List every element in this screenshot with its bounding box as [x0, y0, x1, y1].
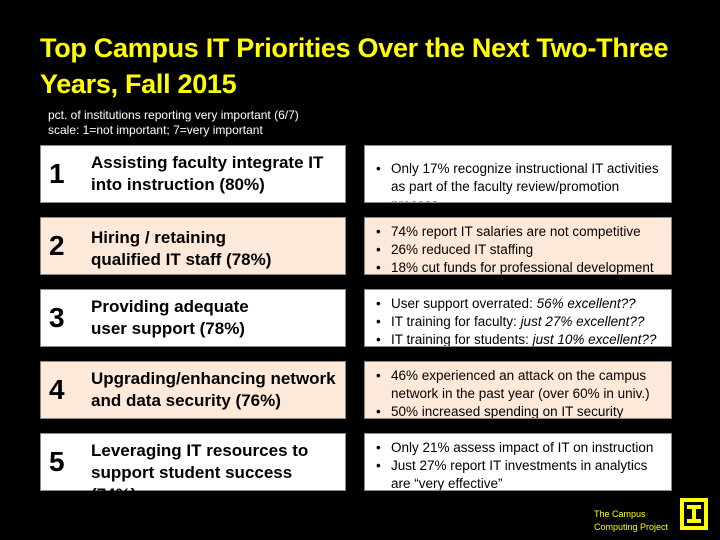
- detail-item: 26% reduced IT staffing: [375, 241, 667, 259]
- priority-label-line: Upgrading/enhancing network: [91, 369, 336, 388]
- priority-detail-box: 74% report IT salaries are not competiti…: [364, 217, 672, 275]
- detail-text: IT training for students:: [391, 332, 533, 347]
- priority-label-line: Leveraging IT resources to: [91, 441, 309, 460]
- detail-emphasis: just 10% excellent??: [532, 332, 657, 347]
- subtitle-line: pct. of institutions reporting very impo…: [48, 108, 299, 122]
- detail-item: 46% experienced an attack on the campus …: [375, 367, 667, 403]
- detail-text: User support overrated:: [391, 296, 537, 311]
- detail-emphasis: just 27% excellent??: [520, 314, 645, 329]
- detail-emphasis: 56% excellent??: [536, 296, 636, 311]
- priority-label-line: Hiring / retaining: [91, 228, 227, 247]
- priority-label-line: Assisting faculty integrate IT: [91, 153, 324, 172]
- priority-label: Leveraging IT resources to support stude…: [91, 440, 341, 506]
- detail-item: IT training for faculty: just 27% excell…: [375, 313, 667, 331]
- detail-item: IT training for students: just 10% excel…: [375, 331, 667, 347]
- priority-detail-box: Only 17% recognize instructional IT acti…: [364, 145, 672, 203]
- slide-title: Top Campus IT Priorities Over the Next T…: [40, 33, 669, 99]
- campus-computing-logo-icon: [680, 498, 708, 530]
- detail-item: Only 21% assess impact of IT on instruct…: [375, 439, 667, 457]
- priority-label-line: Providing adequate: [91, 297, 249, 316]
- priority-label: Upgrading/enhancing network and data sec…: [91, 368, 341, 412]
- detail-list: Only 17% recognize instructional IT acti…: [365, 146, 671, 202]
- priority-label: Providing adequate user support (78%): [91, 296, 341, 340]
- priority-label-box: 2 Hiring / retaining qualified IT staff …: [40, 217, 346, 275]
- priority-label-line: support student success (74%): [91, 463, 293, 504]
- detail-item: 74% report IT salaries are not competiti…: [375, 223, 667, 241]
- detail-item: Just 27% report IT investments in analyt…: [375, 457, 667, 490]
- footer-line: The Campus: [594, 509, 646, 519]
- priority-label: Hiring / retaining qualified IT staff (7…: [91, 227, 341, 271]
- priority-number: 4: [49, 374, 65, 405]
- detail-item: User support overrated: 56% excellent??: [375, 295, 667, 313]
- detail-item: 18% cut funds for professional developme…: [375, 259, 667, 274]
- priority-detail-box: User support overrated: 56% excellent?? …: [364, 289, 672, 347]
- slide-subtitle: pct. of institutions reporting very impo…: [48, 108, 299, 138]
- detail-list: User support overrated: 56% excellent?? …: [365, 290, 671, 347]
- subtitle-line: scale: 1=not important; 7=very important: [48, 123, 263, 137]
- priority-label-line: and data security (76%): [91, 391, 281, 410]
- priority-number: 2: [49, 230, 65, 261]
- detail-list: 46% experienced an attack on the campus …: [365, 362, 671, 418]
- priority-detail-box: 46% experienced an attack on the campus …: [364, 361, 672, 419]
- footer-line: Computing Project: [594, 522, 669, 532]
- footer-credit: The Campus Computing Project: [594, 508, 668, 534]
- detail-item: Only 17% recognize instructional IT acti…: [375, 160, 667, 202]
- priority-label-line: user support (78%): [91, 319, 245, 338]
- priority-number: 3: [49, 302, 65, 333]
- detail-text: IT training for faculty:: [391, 314, 521, 329]
- priority-label-box: 4 Upgrading/enhancing network and data s…: [40, 361, 346, 419]
- priority-label-line: qualified IT staff (78%): [91, 250, 272, 269]
- detail-list: Only 21% assess impact of IT on instruct…: [365, 434, 671, 490]
- detail-list: 74% report IT salaries are not competiti…: [365, 218, 671, 274]
- priority-label: Assisting faculty integrate IT into inst…: [91, 152, 341, 196]
- priority-detail-box: Only 21% assess impact of IT on instruct…: [364, 433, 672, 491]
- priority-label-box: 3 Providing adequate user support (78%): [40, 289, 346, 347]
- priority-label-line: into instruction (80%): [91, 175, 265, 194]
- priority-number: 5: [49, 446, 65, 477]
- detail-item: 50% increased spending on IT security: [375, 403, 667, 418]
- priority-label-box: 5 Leveraging IT resources to support stu…: [40, 433, 346, 504]
- priority-label-box: 1 Assisting faculty integrate IT into in…: [40, 145, 346, 203]
- priority-number: 1: [49, 158, 65, 189]
